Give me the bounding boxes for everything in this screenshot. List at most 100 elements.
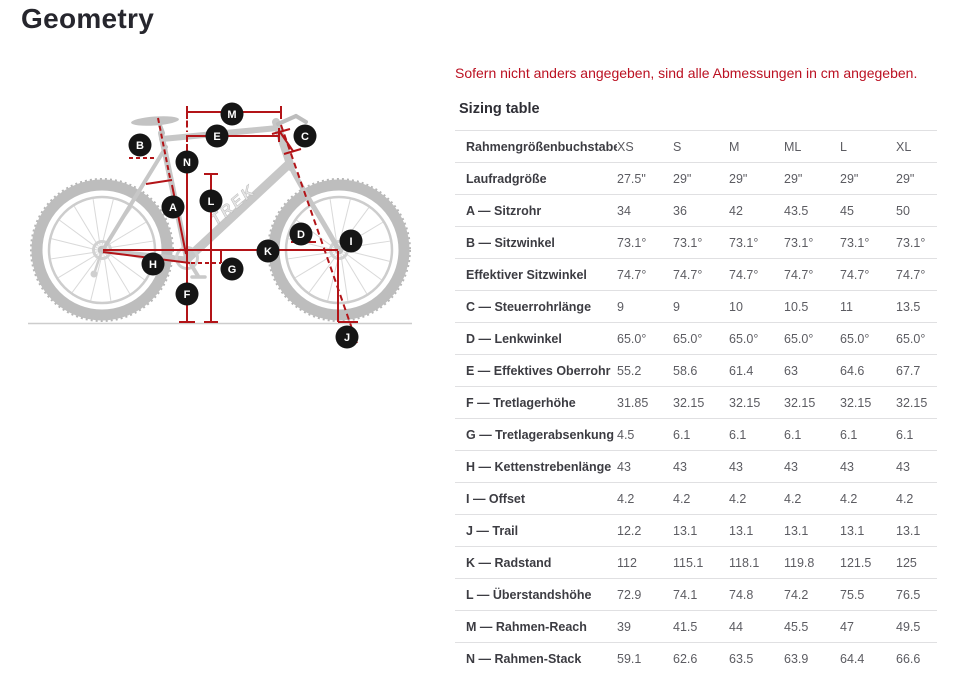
measurement-lines: [102, 106, 358, 344]
cell-value: 125: [896, 556, 917, 570]
row-label: K — Radstand: [466, 556, 552, 570]
diagram-marker-k-label: K: [264, 246, 272, 258]
row-label: F — Tretlagerhöhe: [466, 396, 576, 410]
table-row: N — Rahmen-Stack 59.1 62.6 63.5 63.9 64.4 66.6: [455, 642, 937, 675]
cell-value: 65.0°: [784, 332, 814, 346]
diagram-marker-m-label: M: [227, 109, 236, 121]
diagram-marker-k: [256, 239, 280, 263]
cell-value: 73.1°: [840, 236, 870, 250]
crank-arm: [185, 256, 200, 278]
size-header: XS: [617, 140, 634, 154]
down-tube: [183, 159, 294, 263]
cell-value: 74.7°: [896, 268, 926, 282]
cell-value: 63.9: [784, 652, 809, 666]
cell-value: 62.6: [673, 652, 698, 666]
cell-value: 73.1°: [896, 236, 926, 250]
cell-value: 47: [840, 620, 854, 634]
cell-value: 115.1: [673, 556, 704, 570]
row-label: A — Sitzrohr: [466, 204, 542, 218]
cell-value: 32.15: [673, 396, 705, 410]
table-row: Laufradgröße 27.5" 29" 29" 29" 29" 29": [455, 162, 937, 195]
cell-value: 74.8: [729, 588, 754, 602]
diagram-marker-i-label: I: [349, 236, 352, 248]
cell-value: 34: [617, 204, 631, 218]
diagram-marker-d: [289, 222, 313, 246]
table-row: F — Tretlagerhöhe 31.85 32.15 32.15 32.15 32.…: [455, 386, 937, 419]
cell-value: 74.7°: [784, 268, 814, 282]
diagram-marker-n: [175, 150, 199, 174]
diagram-marker-h: [141, 252, 165, 276]
measure-a-seattube-tick: [145, 179, 173, 185]
cell-value: 49.5: [896, 620, 921, 634]
row-label: J — Trail: [466, 524, 519, 538]
table-row: Effektiver Sitzwinkel 74.7° 74.7° 74.7° 74.7…: [455, 258, 937, 291]
diagram-marker-a: [161, 195, 185, 219]
cell-value: 76.5: [896, 588, 921, 602]
cell-value: 42: [729, 204, 743, 218]
cell-value: 65.0°: [896, 332, 926, 346]
size-header: S: [673, 140, 682, 154]
cell-value: 43: [840, 460, 854, 474]
cell-value: 29": [896, 172, 915, 186]
cell-value: 13.5: [896, 300, 921, 314]
cell-value: 74.7°: [617, 268, 647, 282]
table-row: I — Offset 4.2 4.2 4.2 4.2 4.2 4.2: [455, 482, 937, 515]
cell-value: 45: [840, 204, 854, 218]
cell-value: 44: [729, 620, 743, 634]
diagram-markers: ME C B N A L D I K H G F J: [128, 102, 363, 349]
cell-value: 6.1: [673, 428, 691, 442]
cell-value: 4.5: [617, 428, 635, 442]
cell-value: 4.2: [840, 492, 858, 506]
stem: [276, 114, 298, 126]
cell-value: 11: [840, 300, 853, 314]
handlebar: [294, 114, 308, 124]
row-label: B — Sitzwinkel: [466, 236, 555, 250]
cell-value: 64.4: [840, 652, 865, 666]
cell-value: 74.2: [784, 588, 809, 602]
cell-value: 10.5: [784, 300, 809, 314]
cell-value: 59.1: [617, 652, 642, 666]
diagram-marker-e-label: E: [213, 131, 220, 143]
cell-value: 9: [617, 300, 624, 314]
table-row: E — Effektives Oberrohr 55.2 58.6 61.4 63 64.…: [455, 354, 937, 387]
page-title: Geometry: [21, 3, 155, 34]
cell-value: 13.1: [840, 524, 865, 538]
diagram-marker-a-label: A: [169, 202, 177, 214]
cell-value: 43: [673, 460, 687, 474]
cell-value: 63: [784, 364, 798, 378]
cell-value: 73.1°: [729, 236, 759, 250]
cell-value: 32.15: [840, 396, 872, 410]
diagram-marker-c: [293, 124, 317, 148]
cell-value: 36: [673, 204, 687, 218]
table-row: K — Radstand 112 115.1 118.1 119.8 121.5 125: [455, 546, 937, 579]
cell-value: 119.8: [784, 556, 815, 570]
cell-value: 73.1°: [784, 236, 814, 250]
sizing-table-body: Rahmengrößenbuchstabe XS S M ML L XL Laufradg…: [455, 130, 937, 675]
cell-value: 6.1: [784, 428, 802, 442]
diagram-marker-j: [335, 325, 359, 349]
diagram-marker-f-label: F: [184, 289, 191, 301]
cell-value: 50: [896, 204, 910, 218]
cell-value: 27.5": [617, 172, 646, 186]
diagram-marker-g-label: G: [228, 264, 237, 276]
cell-value: 29": [840, 172, 859, 186]
cell-value: 73.1°: [673, 236, 703, 250]
cell-value: 112: [617, 556, 637, 570]
measurement-unit-note: Sofern nicht anders angegeben, sind alle…: [455, 65, 918, 81]
diagram-marker-l-label: L: [208, 196, 215, 208]
table-row: G — Tretlagerabsenkung 4.5 6.1 6.1 6.1 6.1 6.1: [455, 418, 937, 451]
table-row: C — Steuerrohrlänge 9 9 10 10.5 11 13.5: [455, 290, 937, 323]
diagram-marker-n-label: N: [183, 157, 191, 169]
cell-value: 13.1: [673, 524, 698, 538]
diagram-marker-i: [339, 229, 363, 253]
cell-value: 66.6: [896, 652, 921, 666]
cell-value: 10: [729, 300, 743, 314]
row-label: Laufradgröße: [466, 172, 547, 186]
row-label: D — Lenkwinkel: [466, 332, 562, 346]
cell-value: 12.2: [617, 524, 642, 538]
fork: [288, 164, 341, 252]
row-label: L — Überstandshöhe: [466, 588, 592, 602]
measure-d-headangle-line: [280, 124, 358, 344]
diagram-marker-m: [220, 102, 244, 126]
chainstay-tube: [100, 248, 189, 262]
